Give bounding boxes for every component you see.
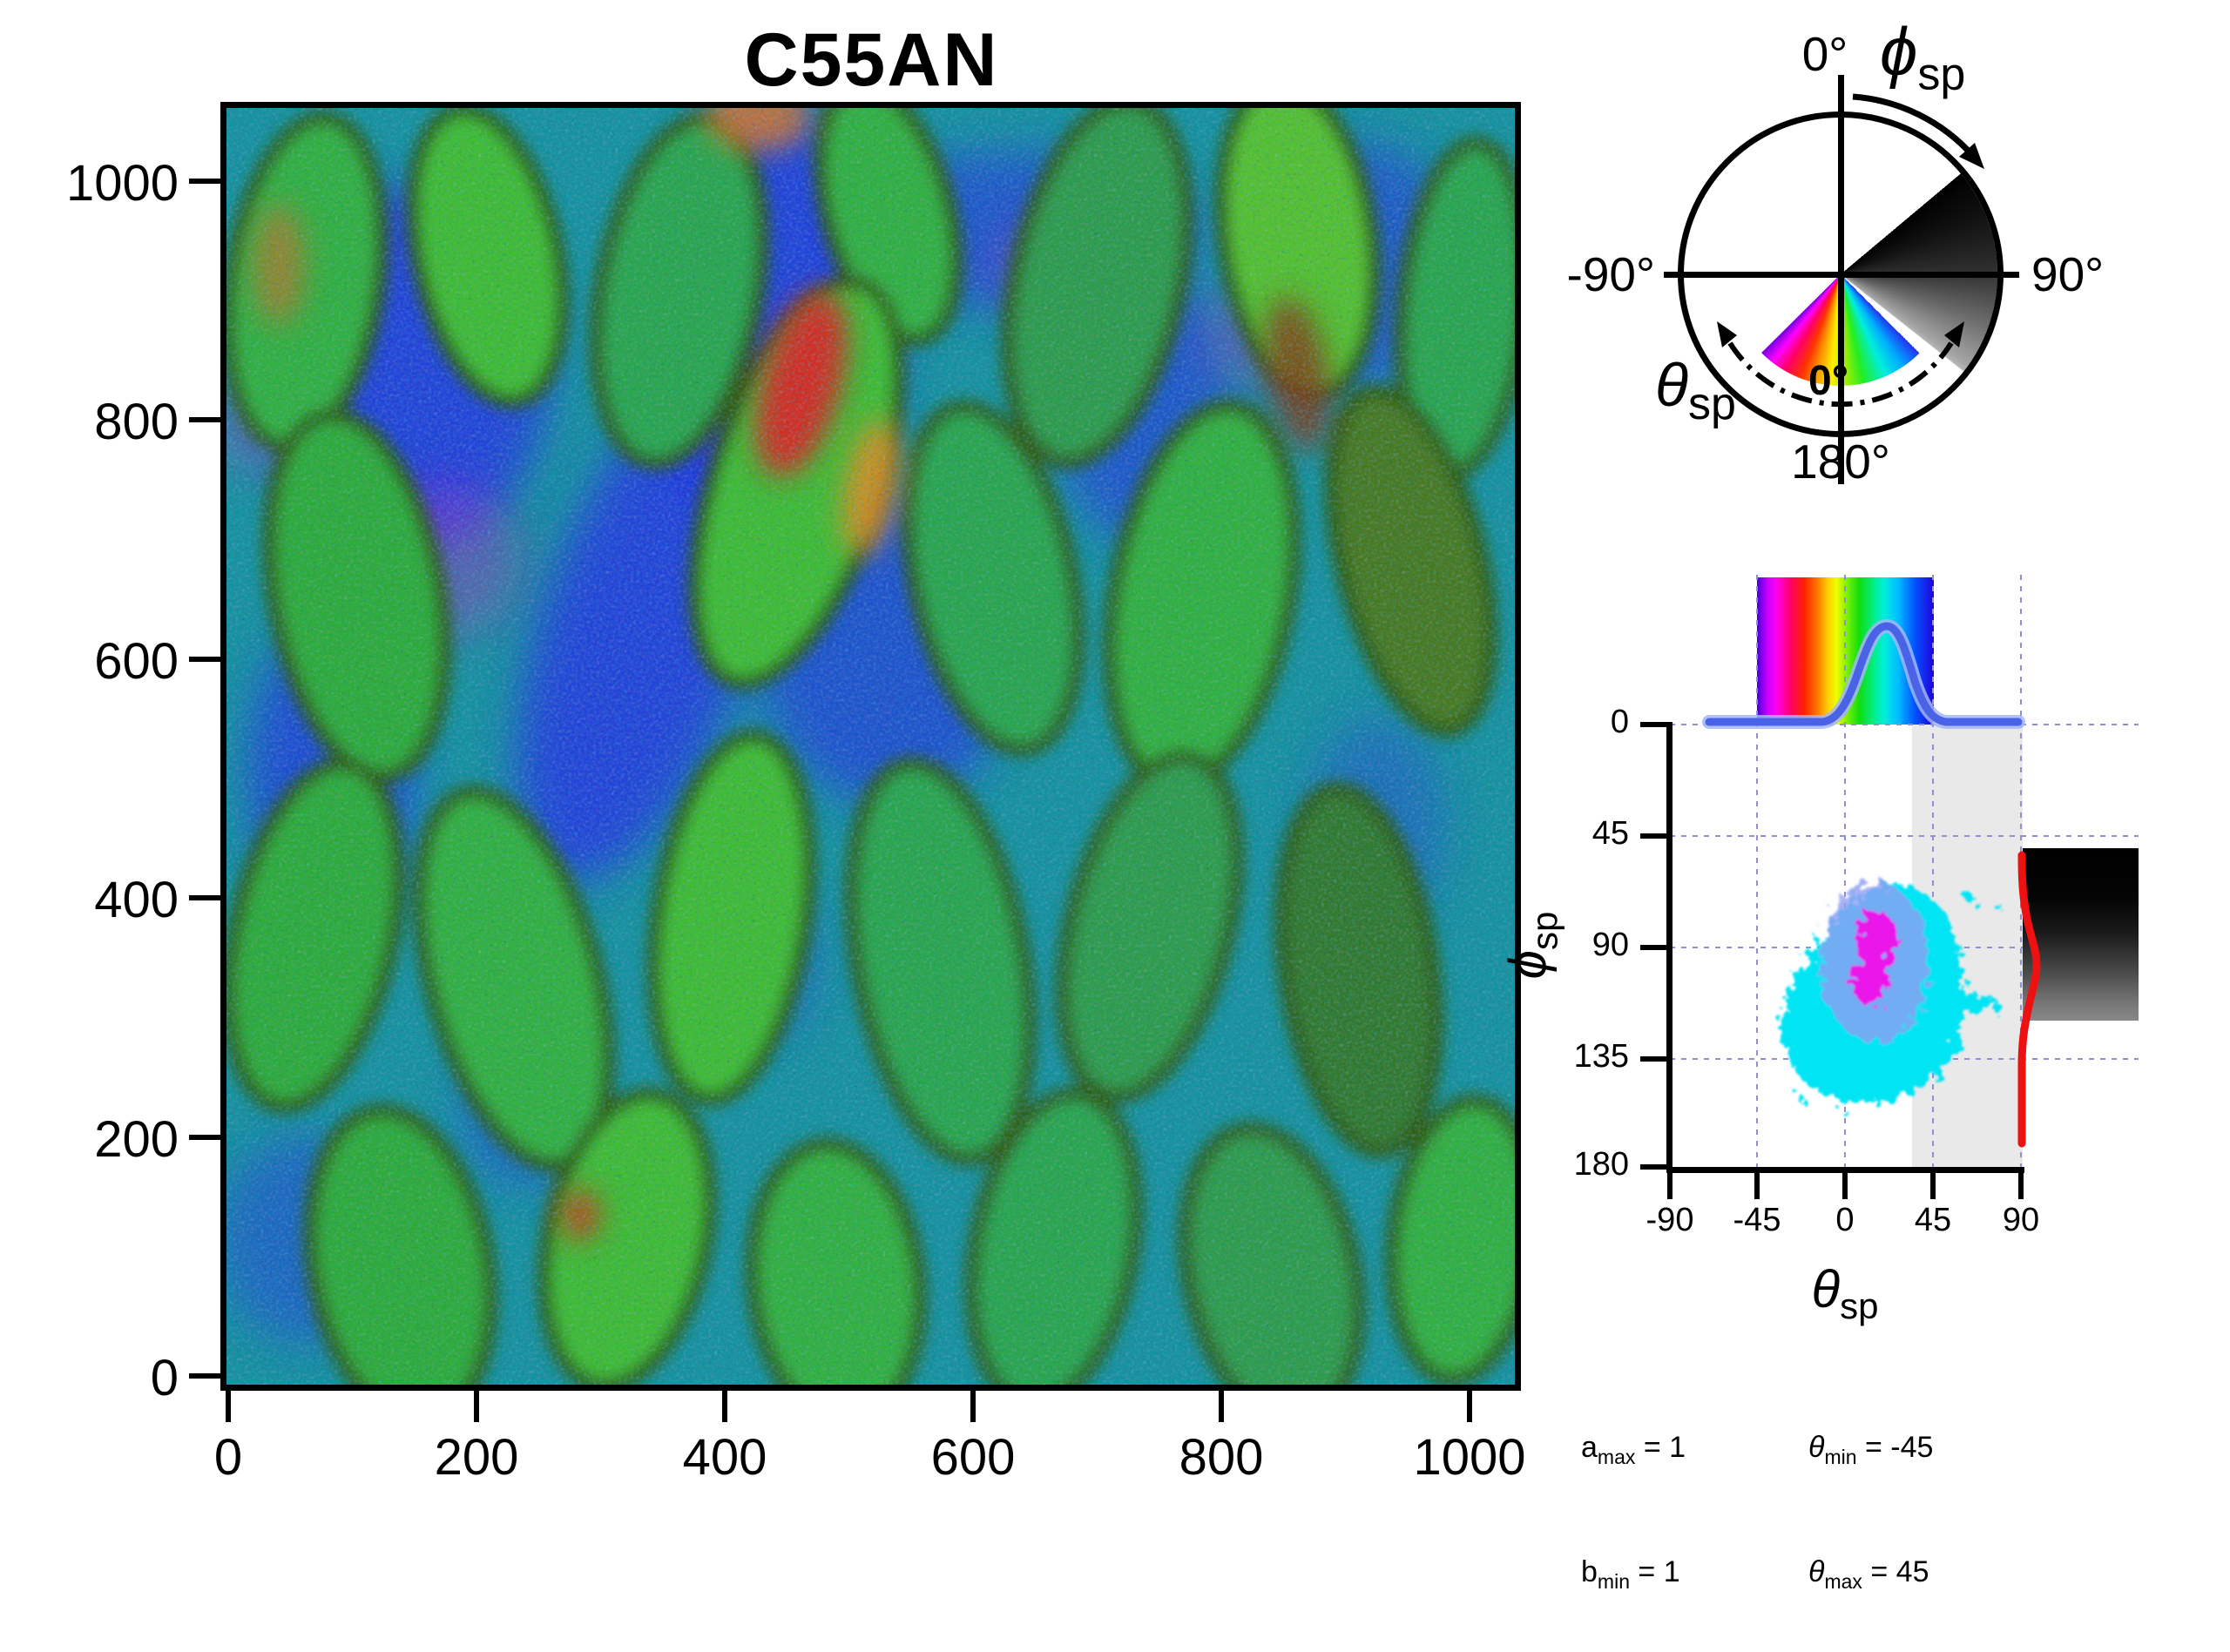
theta-subscript: sp [1840,1285,1879,1326]
param-line: θmax = 45 [1808,1554,1929,1593]
micrograph-image [226,108,1515,1385]
tick-mark [189,179,220,184]
x-tick-label: 0 [1835,1202,1855,1238]
compass-vertical-axis [1838,75,1844,484]
tick-mark [970,1391,976,1422]
y-tick-label: 0 [150,1350,179,1406]
y-tick-label: 200 [94,1111,179,1168]
tick-mark [474,1391,479,1422]
tick-mark [1640,1164,1666,1170]
density-core [1851,956,1889,1005]
x-tick-label: 0 [213,1429,243,1486]
y-tick-label: 800 [94,394,179,450]
tick-mark [722,1391,727,1422]
y-tick-label: 0 [1610,704,1629,740]
y-tick-label: 600 [94,633,179,690]
y-tick-label: 45 [1591,815,1629,852]
x-tick-label: 1000 [1413,1429,1526,1486]
gridline-vertical [1844,575,1846,1170]
gridline-horizontal [1670,835,2139,837]
phi-subscript: sp [1524,911,1565,950]
x-tick-label: 400 [682,1429,767,1486]
dist-y-axis-title: ϕsp [1498,872,1565,1020]
gridline-vertical [2020,575,2022,1170]
tick-mark [1667,1173,1672,1199]
tick-mark [189,1373,220,1379]
y-tick-label: 180 [1573,1146,1629,1183]
density-core [1855,911,1897,967]
tick-mark [1640,833,1666,839]
y-tick-label: 400 [94,872,179,928]
tick-mark [189,657,220,662]
x-tick-label: -90 [1645,1202,1694,1238]
compass-label-left: -90° [1566,247,1656,301]
tick-mark [226,1391,231,1422]
tick-mark [1640,945,1666,950]
y-tick-label: 135 [1573,1038,1629,1075]
gridline-vertical [1756,575,1758,1170]
gridline-horizontal [1670,1058,2139,1060]
theta-symbol: θ [1811,1260,1841,1318]
compass-horizontal-axis [1664,272,2019,278]
micrograph-frame [220,102,1521,1391]
gridline-horizontal [1670,724,2139,725]
gridline-vertical [1932,575,1934,1170]
figure-title: C55AN [744,18,999,102]
theta-subscript: sp [1687,379,1736,429]
tick-mark [189,1135,220,1140]
phi-subscript: sp [1917,49,1966,100]
y-tick-label: 90 [1591,927,1629,963]
x-tick-label: 45 [1914,1202,1952,1238]
phi-sp-label: ϕsp [1880,12,1965,101]
x-tick-label: 800 [1179,1429,1264,1486]
theta-symbol: θ [1655,351,1688,419]
y-tick-label: 1000 [65,155,179,212]
x-tick-label: 90 [2002,1202,2040,1238]
tick-mark [1640,1056,1666,1062]
lightness-colorbar [2023,848,2139,1021]
x-tick-label: 200 [434,1429,519,1486]
tick-mark [1842,1173,1848,1199]
dist-x-axis-title: θsp [1767,1259,1923,1327]
tick-mark [2018,1173,2024,1199]
dist-y-axis [1666,722,1672,1173]
theta-origin-label: 0° [1808,358,1848,404]
theta-sp-label: θsp [1655,350,1736,430]
tick-mark [1219,1391,1224,1422]
tick-mark [1640,722,1666,727]
compass-label-right: 90° [2031,247,2105,301]
x-tick-label: -45 [1733,1202,1781,1238]
tick-mark [1930,1173,1936,1199]
tick-mark [189,417,220,422]
tick-mark [1754,1173,1760,1199]
dist-x-axis [1666,1167,2024,1173]
compass-label-bottom: 180° [1791,435,1890,489]
phi-symbol: ϕ [1498,950,1558,980]
param-line: θmin = -45 [1808,1431,1934,1468]
tick-mark [189,895,220,900]
x-tick-label: 600 [930,1429,1016,1486]
param-line: amax = 1 [1581,1431,1686,1468]
tick-mark [1467,1391,1472,1422]
map-grain-noise [226,108,1515,1385]
compass-label-top: 0° [1801,27,1848,81]
params-left-column: amax = 1 bmin = 1 bmax = 120 ϕzy min = 4… [1581,1352,1722,1652]
param-line: bmin = 1 [1581,1554,1680,1593]
phi-symbol: ϕ [1880,13,1918,90]
params-right-column: θmin = -45 θmax = 45 Hue = ϕ sp Lightnes… [1808,1352,2187,1652]
